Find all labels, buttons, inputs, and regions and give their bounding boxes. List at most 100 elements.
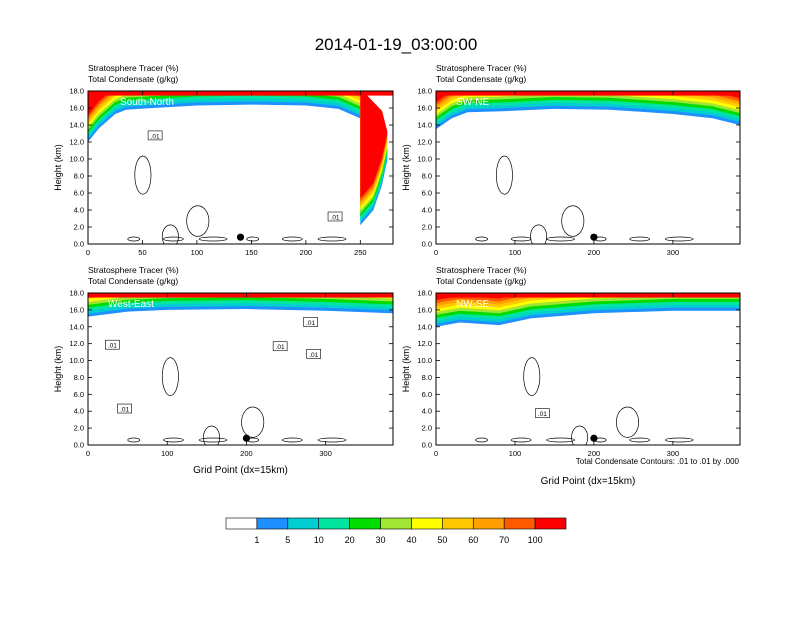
panel-0: .01 .01 South-North Stratosphere Tracer (%)… <box>53 63 394 257</box>
panel-header-line1: Stratosphere Tracer (%) <box>436 265 527 275</box>
y-tick-label: 6.0 <box>422 189 432 198</box>
x-tick-label: 50 <box>138 248 146 257</box>
condensate-contour <box>616 406 639 438</box>
condensate-contour-low <box>475 236 488 242</box>
colorbar-label: 40 <box>406 535 416 545</box>
condensate-contour <box>203 425 220 445</box>
contour-label-box <box>272 341 288 352</box>
x-tick-label: 200 <box>588 449 601 458</box>
panel-header-line1: Stratosphere Tracer (%) <box>436 63 527 73</box>
tracer-top-cap <box>436 91 740 96</box>
colorbar-swatch <box>503 517 536 530</box>
contour-label: .01 <box>120 407 129 414</box>
condensate-contour-low <box>282 236 303 242</box>
tracer-top-cap <box>436 293 740 298</box>
y-tick-label: 0.0 <box>74 240 84 249</box>
colorbar-label: 70 <box>499 535 509 545</box>
y-tick-label: 8.0 <box>422 172 432 181</box>
contour-label: .01 <box>309 352 318 359</box>
y-tick-label: 2.0 <box>422 424 432 433</box>
condensate-contour-low <box>282 437 303 443</box>
colorbar-label: 20 <box>345 535 355 545</box>
colorbar-swatch <box>442 517 474 530</box>
x-tick-label: 300 <box>667 248 680 257</box>
tracer-top-cap <box>88 293 393 298</box>
condensate-contour-low <box>629 437 651 443</box>
condensate-contour-low <box>163 236 184 242</box>
condensate-contour <box>523 357 541 396</box>
tracer-shading <box>436 293 740 445</box>
y-axis-label: Height (km) <box>53 346 63 393</box>
tracer-band-5 <box>88 91 388 214</box>
panel-label: SW-NE <box>456 97 489 108</box>
panel-header-line2: Total Condensate (g/kg) <box>88 276 178 286</box>
y-tick-label: 10.0 <box>417 356 432 365</box>
x-tick-label: 100 <box>191 248 204 257</box>
x-tick-label: 200 <box>588 248 601 257</box>
condensate-contour-low <box>510 437 532 443</box>
y-tick-label: 18.0 <box>417 289 432 298</box>
condensate-contour-low <box>317 236 347 242</box>
condensate-contour <box>495 155 513 195</box>
x-tick-label: 0 <box>434 248 438 257</box>
y-tick-label: 2.0 <box>422 223 432 232</box>
y-tick-label: 18.0 <box>69 87 84 96</box>
y-tick-label: 8.0 <box>422 373 432 382</box>
y-tick-label: 12.0 <box>69 339 84 348</box>
contour-label-box <box>105 339 120 350</box>
colorbar-label: 50 <box>437 535 447 545</box>
y-axis-label: Height (km) <box>401 346 411 393</box>
panels-group: .01 .01 South-North Stratosphere Tracer (%)… <box>53 63 741 487</box>
tracer-band-6 <box>436 91 740 115</box>
contour-label-box <box>117 403 132 414</box>
x-tick-label: 0 <box>434 449 438 458</box>
contour-label: .01 <box>331 214 340 221</box>
y-tick-label: 12.0 <box>69 138 84 147</box>
y-tick-label: 16.0 <box>417 104 432 113</box>
y-tick-label: 8.0 <box>74 373 84 382</box>
y-tick-label: 0.0 <box>74 441 84 450</box>
colorbar-label: 10 <box>314 535 324 545</box>
colorbar-swatch <box>380 517 412 530</box>
colorbar-swatch <box>411 517 443 530</box>
panel-header-line2: Total Condensate (g/kg) <box>436 74 526 84</box>
figure-title: 2014-01-19_03:00:00 <box>315 35 478 54</box>
colorbar-label: 5 <box>285 535 290 545</box>
contour-footnote: Total Condensate Contours: .01 to .01 by… <box>576 457 740 466</box>
panel-label: West-East <box>108 299 154 310</box>
y-tick-label: 2.0 <box>74 223 84 232</box>
condensate-contour-low <box>546 236 575 242</box>
colorbar-label: 100 <box>528 535 543 545</box>
y-tick-label: 6.0 <box>74 189 84 198</box>
panel-2: .01 .01 .01 .01 .01 West-East Stratosphere Tra… <box>53 265 394 476</box>
y-tick-label: 18.0 <box>417 87 432 96</box>
y-tick-label: 4.0 <box>422 206 432 215</box>
y-tick-label: 12.0 <box>417 339 432 348</box>
location-marker <box>590 434 598 442</box>
contour-label: .01 <box>108 343 117 350</box>
condensate-contour-low <box>127 236 141 242</box>
location-marker <box>236 233 245 241</box>
x-tick-label: 100 <box>509 449 522 458</box>
colorbar-label: 60 <box>468 535 478 545</box>
y-axis-label: Height (km) <box>53 144 63 191</box>
location-marker <box>242 434 251 442</box>
tracer-shading <box>88 91 393 244</box>
x-tick-label: 200 <box>240 449 253 458</box>
panel-1: SW-NE Stratosphere Tracer (%)Total Conden… <box>401 63 741 257</box>
contour-label: .01 <box>276 344 285 351</box>
x-axis-label: Grid Point (dx=15km) <box>541 476 636 487</box>
panel-frame <box>435 292 741 446</box>
contour-label: .01 <box>306 320 315 327</box>
y-tick-label: 14.0 <box>417 322 432 331</box>
colorbar-swatch <box>256 517 289 530</box>
y-tick-label: 10.0 <box>417 155 432 164</box>
y-tick-label: 6.0 <box>422 390 432 399</box>
colorbar-swatch <box>534 517 567 530</box>
x-axis-label: Grid Point (dx=15km) <box>193 465 288 476</box>
y-tick-label: 4.0 <box>74 206 84 215</box>
tracer-top-cap <box>88 91 393 96</box>
condensate-contour <box>134 155 152 195</box>
condensate-contour <box>161 357 179 396</box>
